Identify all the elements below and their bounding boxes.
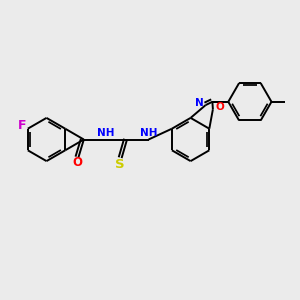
Text: NH: NH (97, 128, 115, 139)
Text: O: O (215, 103, 224, 112)
Text: F: F (18, 119, 26, 132)
Text: N: N (195, 98, 203, 108)
Text: O: O (72, 156, 82, 170)
Text: S: S (115, 158, 125, 171)
Text: NH: NH (140, 128, 158, 139)
